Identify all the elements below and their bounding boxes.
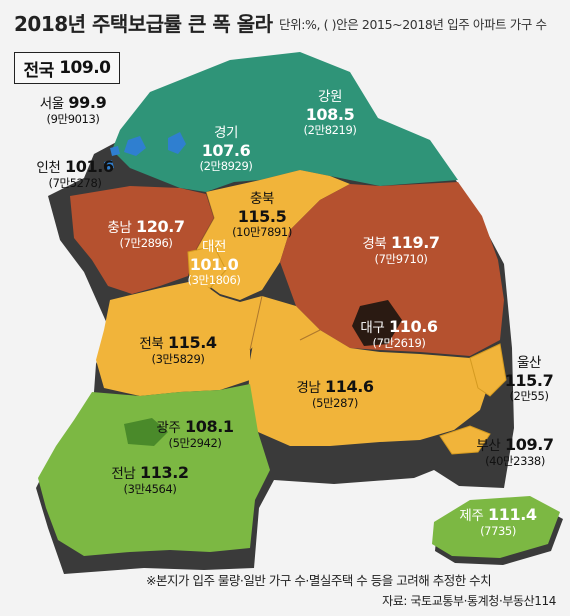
region-households: (7만2619)	[372, 335, 426, 350]
source-credit: 자료: 국토교통부·통계청·부동산114	[382, 594, 556, 608]
region-name: 대구	[360, 320, 385, 336]
region-households: (10만7891)	[232, 224, 292, 239]
region-name: 전북	[139, 336, 164, 352]
label-daegu: 대구 110.6 (7만2619)	[356, 317, 442, 350]
region-value: 101.6	[65, 157, 114, 176]
region-name: 서울	[39, 96, 64, 112]
region-name: 인천	[36, 160, 61, 176]
region-value: 108.5	[305, 104, 355, 124]
region-households: (5만2942)	[168, 435, 222, 450]
region-name: 광주	[156, 420, 181, 436]
region-value: 114.6	[325, 377, 374, 396]
region-households: (40만2338)	[485, 453, 545, 468]
region-value: 120.7	[136, 217, 185, 236]
label-gyeongbuk: 경북 119.7 (7만9710)	[346, 233, 456, 266]
region-households: (3만4564)	[123, 481, 177, 496]
label-gyeonggi: 경기 107.6 (2만8929)	[186, 125, 266, 173]
region-incheon	[124, 136, 146, 156]
region-name: 경남	[296, 380, 321, 396]
region-jeonbuk	[96, 280, 268, 396]
region-gyeongnam	[248, 296, 490, 446]
region-households: (7만2896)	[119, 235, 173, 250]
region-households: (7만5278)	[48, 175, 102, 190]
label-seoul: 서울 99.9 (9만9013)	[28, 93, 118, 126]
region-name: 강원	[317, 89, 343, 105]
region-daejeon	[187, 245, 227, 289]
label-incheon: 인천 101.6 (7만5278)	[30, 157, 120, 190]
region-name: 충남	[107, 220, 132, 236]
region-gangwon-gyeonggi	[112, 52, 458, 192]
region-daegu	[352, 300, 402, 346]
region-households: (2만55)	[509, 388, 549, 403]
region-value: 111.4	[488, 505, 537, 524]
region-name: 경북	[362, 236, 387, 252]
unit-note: 단위:%, ( )안은 2015~2018년 입주 아파트 가구 수	[279, 17, 547, 32]
label-jeonbuk: 전북 115.4 (3만5829)	[128, 333, 228, 366]
region-value: 101.0	[189, 254, 239, 274]
region-ulsan	[469, 343, 507, 397]
region-households: (3만1806)	[187, 272, 241, 287]
region-value: 115.4	[168, 333, 217, 352]
region-name: 전남	[111, 466, 136, 482]
region-households: (2만8929)	[199, 158, 253, 173]
incheon-islands	[104, 146, 120, 170]
label-gyeongnam: 경남 114.6 (5만287)	[290, 377, 380, 410]
boundary-lines	[195, 191, 321, 351]
region-name: 대전	[201, 239, 227, 255]
region-value: 109.7	[505, 435, 554, 454]
label-busan: 부산 109.7 (40만2338)	[470, 435, 560, 468]
region-households: (9만9013)	[46, 111, 100, 126]
region-gwangju	[124, 418, 168, 446]
region-households: (2만8219)	[303, 122, 357, 137]
region-jeonnam	[38, 384, 270, 556]
region-name: 경기	[213, 125, 239, 141]
region-value: 107.6	[201, 140, 251, 160]
region-value: 115.5	[237, 206, 287, 226]
region-value: 108.1	[185, 417, 234, 436]
footnote: ※본지가 입주 물량·일반 가구 수·멸실주택 수 등을 고려해 추정한 수치	[146, 573, 492, 588]
page-title: 2018년 주택보급률 큰 폭 올라	[14, 12, 273, 36]
region-chungbuk	[196, 170, 350, 300]
region-name: 울산	[516, 355, 542, 371]
region-value: 110.6	[389, 317, 438, 336]
label-daejeon: 대전 101.0 (3만1806)	[176, 239, 252, 287]
region-name: 부산	[476, 438, 501, 454]
region-value: 119.7	[391, 233, 440, 252]
label-jeonnam: 전남 113.2 (3만4564)	[100, 463, 200, 496]
label-jeju: 제주 111.4 (7735)	[448, 505, 548, 538]
region-seoul	[168, 132, 186, 154]
region-value: 115.7	[504, 370, 554, 390]
label-ulsan: 울산 115.7 (2만55)	[500, 355, 558, 403]
region-households: (7735)	[480, 523, 516, 538]
national-value: 109.0	[59, 58, 111, 78]
region-jeju	[432, 496, 560, 558]
national-rate-box: 전국 109.0	[14, 52, 120, 84]
region-name: 충북	[249, 191, 275, 207]
region-households: (7만9710)	[374, 251, 428, 266]
label-chungbuk: 충북 115.5 (10만7891)	[222, 191, 302, 239]
region-value: 99.9	[68, 93, 107, 112]
region-chungnam	[70, 186, 214, 294]
region-households: (3만5829)	[151, 351, 205, 366]
region-name: 제주	[459, 508, 484, 524]
region-value: 113.2	[140, 463, 189, 482]
national-name: 전국	[23, 60, 55, 81]
title-bar: 2018년 주택보급률 큰 폭 올라 단위:%, ( )안은 2015~2018…	[0, 0, 570, 38]
label-gwangju: 광주 108.1 (5만2942)	[150, 417, 240, 450]
label-gangwon: 강원 108.5 (2만8219)	[290, 89, 370, 137]
region-gyeongbuk	[280, 182, 504, 356]
region-busan	[439, 425, 491, 455]
label-chungnam: 충남 120.7 (7만2896)	[96, 217, 196, 250]
region-households: (5만287)	[311, 395, 359, 410]
